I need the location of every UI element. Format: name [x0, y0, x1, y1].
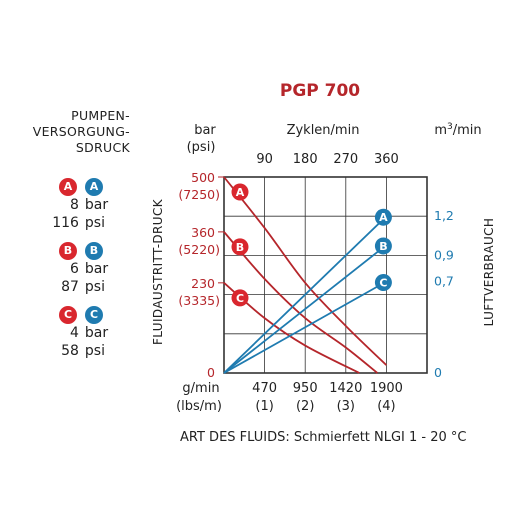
x-top-tick-label: 180: [293, 152, 318, 167]
y-right-title: LUFTVERBRAUCH: [482, 218, 496, 327]
y-right-tick-label: 0,7: [434, 274, 454, 289]
air-marker-c-letter: C: [379, 277, 387, 290]
y-left-tick-psi: (3335): [178, 293, 220, 308]
y-left-unit-psi: (psi): [187, 140, 216, 155]
air-line-c: [223, 280, 387, 374]
x-bottom-tick-sub: (1): [255, 399, 273, 414]
y-left-tick-labels: 500 (7250) 360 (5220) 230 (3335) 0: [178, 170, 224, 380]
x-bottom-tick-value: 470: [252, 381, 277, 396]
y-left-title: FLUIDAUSTRITT-DRUCK: [151, 198, 165, 345]
air-marker-a-letter: A: [379, 211, 388, 224]
y-left-tick-bar: 230: [191, 276, 215, 291]
y-right-tick-label: 0: [434, 365, 442, 380]
air-marker-c-circle: [374, 274, 392, 292]
legend-group-c: C C 4 bar 58 psi: [46, 306, 116, 360]
badge-b-fluid: B: [59, 242, 77, 260]
group-c-bar: 4: [70, 325, 79, 341]
y-left-tick-bar: 500: [191, 170, 215, 185]
legend-group-b: B B 6 bar 87 psi: [46, 242, 116, 296]
fluid-line-b: [223, 231, 378, 374]
y-right-tick-labels: 1,2 0,9 0,7 0: [434, 208, 454, 380]
badge-b-air: B: [85, 242, 103, 260]
fluid-marker-a-letter: A: [236, 186, 245, 199]
fluid-marker-c-circle: [231, 289, 249, 307]
series-markers: A B C A B C: [231, 183, 392, 307]
group-a-psi: 116: [52, 215, 79, 231]
legend-title: PUMPEN- VERSORGUNG- SDRUCK: [32, 108, 130, 155]
badge-a-air: A: [85, 178, 103, 196]
x-bottom-tick-sub: (3): [337, 399, 355, 414]
badge-c-fluid: C: [59, 306, 77, 324]
air-line-b: [223, 244, 387, 374]
legend-group-a: A A 8 bar 116 psi: [46, 178, 116, 232]
x-top-tick-labels: 90 180 270 360: [256, 152, 398, 167]
air-marker-a-circle: [374, 208, 392, 226]
pressure-legend: PUMPEN- VERSORGUNG- SDRUCK A A 8 bar 116 p…: [18, 108, 130, 360]
fluid-marker-b-circle: [231, 238, 249, 256]
group-c-psi: 58: [61, 343, 79, 359]
x-bottom-tick-value: 950: [293, 381, 318, 396]
group-a-bar: 8: [70, 197, 79, 213]
x-bottom-tick-value: 1420: [329, 381, 362, 396]
air-line-a: [223, 215, 388, 374]
y-left-tick-psi: (7250): [178, 187, 220, 202]
x-top-label: Zyklen/min: [287, 123, 360, 138]
y-right-tick-label: 1,2: [434, 208, 454, 223]
x-bottom-tick-labels: 470 (1) 950 (2) 1420 (3) 1900 (4): [252, 381, 403, 414]
group-b-psi: 87: [61, 279, 79, 295]
x-top-tick-label: 270: [333, 152, 358, 167]
fluid-type-note: ART DES FLUIDS: Schmierfett NLGI 1 - 20 …: [180, 430, 467, 445]
x-bottom-tick-sub: (4): [377, 399, 395, 414]
y-left-tick-bar: 360: [191, 225, 215, 240]
y-right-tick-label: 0,9: [434, 247, 454, 262]
air-marker-b-circle: [374, 237, 392, 255]
x-bottom-tick-sub: (2): [296, 399, 314, 414]
y-left-tick-psi: (5220): [178, 242, 220, 257]
plot-frame: [223, 176, 428, 374]
badge-a-fluid: A: [59, 178, 77, 196]
fluid-line-a: [223, 176, 388, 366]
y-left-tick-bar: 0: [207, 365, 215, 380]
y-left-unit: bar: [194, 123, 216, 138]
badge-c-air: C: [85, 306, 103, 324]
x-top-tick-label: 360: [374, 152, 399, 167]
fluid-marker-c-letter: C: [236, 292, 244, 305]
x-top-tick-label: 90: [256, 152, 273, 167]
x-bottom-unit-lbs: (lbs/m): [176, 399, 222, 414]
x-bottom-tick-value: 1900: [370, 381, 403, 396]
x-bottom-unit: g/min: [182, 381, 219, 396]
chart-title: PGP 700: [280, 81, 360, 101]
group-b-bar: 6: [70, 261, 79, 277]
fluid-marker-b-letter: B: [236, 241, 244, 254]
air-marker-b-letter: B: [379, 240, 387, 253]
fluid-marker-a-circle: [231, 183, 249, 201]
y-right-unit: m3/min: [434, 122, 481, 138]
